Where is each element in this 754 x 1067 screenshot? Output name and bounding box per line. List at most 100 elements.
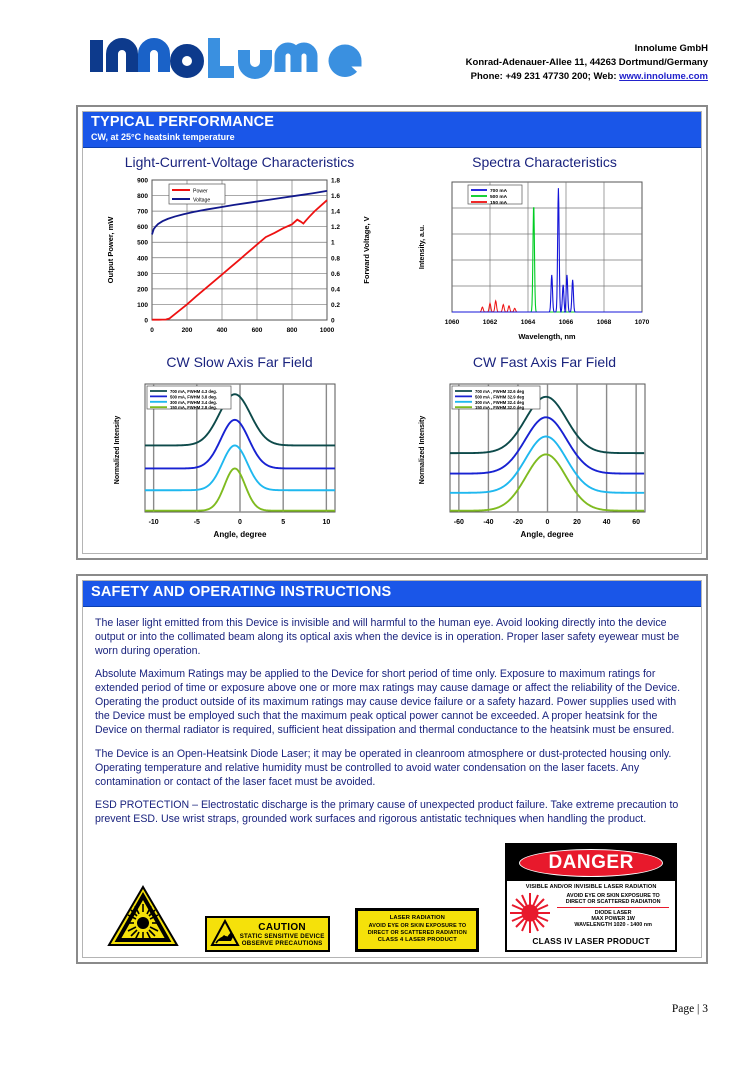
svg-text:-40: -40 [483, 519, 493, 526]
company-name: Innolume GmbH [634, 43, 708, 54]
safety-section-title: SAFETY AND OPERATING INSTRUCTIONS [91, 584, 392, 600]
fast-axis-plot: -60 -40 -20 0 20 40 60 700 mA , FWHM 32.6 deg5… [419, 383, 646, 539]
svg-text:800: 800 [287, 327, 298, 334]
laser-radiation-line3: DIRECT OR SCATTERED RADIATION [367, 930, 467, 937]
svg-text:-20: -20 [513, 519, 523, 526]
danger-line5: MAX POWER 1W [591, 915, 635, 922]
svg-text:150 mA: 150 mA [490, 200, 508, 206]
svg-text:1064: 1064 [521, 319, 536, 326]
svg-text:0: 0 [546, 519, 550, 526]
danger-line7: CLASS IV LASER PRODUCT [532, 935, 650, 946]
spectra-ylabel: Intensity, a.u. [419, 225, 426, 269]
chart-title-spectra: Spectra Characteristics [472, 153, 617, 170]
website-link[interactable]: www.innolume.com [619, 70, 708, 82]
performance-section-subtitle: CW, at 25°C heatsink temperature [91, 131, 235, 142]
laser-hazard-triangle-icon [107, 885, 179, 952]
fast-axis-ylabel: Normalized Intensity [419, 415, 426, 484]
laser-radiation-label: LASER RADIATION AVOID EYE OR SKIN EXPOSU… [355, 908, 480, 953]
svg-text:300 mA, FWHM 3.4 deg.: 300 mA, FWHM 3.4 deg. [170, 400, 217, 405]
svg-text:100: 100 [137, 302, 148, 309]
chart-title-slow-axis: CW Slow Axis Far Field [166, 353, 313, 370]
svg-text:700: 700 [137, 208, 148, 215]
page-header: Innolume GmbH Konrad-Adenauer-Allee 11, … [0, 0, 754, 87]
svg-text:Power: Power [193, 188, 208, 194]
esd-caution-label: CAUTION STATIC SENSITIVE DEVICE OBSERVE … [204, 916, 330, 953]
svg-text:60: 60 [632, 519, 640, 526]
svg-text:500 mA, FWHM 3.8 deg.: 500 mA, FWHM 3.8 deg. [170, 394, 217, 399]
phone-text: Phone: +49 231 47730 200; Web: [470, 70, 620, 82]
liv-ylabel: Output Power, mW [106, 216, 115, 284]
chart-spectra: Spectra Characteristics 1060 1062 1064 1066… [392, 154, 697, 354]
spectra-xlabel: Wavelength, nm [518, 332, 576, 341]
danger-label: DANGER VISIBLE AND/OR INVISIBLE LASER RA… [505, 842, 678, 953]
liv-plot: 0 100 200 300 400 500 600 700 800 900 0 0.2 0.4 0.6 0… [106, 177, 371, 334]
svg-text:0.8: 0.8 [331, 255, 340, 262]
svg-text:0: 0 [331, 317, 335, 324]
esd-line3: OBSERVE PRECAUTIONS [241, 939, 323, 947]
performance-section-title: TYPICAL PERFORMANCE [91, 114, 275, 130]
svg-text:500 mA , FWHM 32.9 deg: 500 mA , FWHM 32.9 deg [475, 394, 525, 399]
svg-text:150 mA , FWHM 32.0 deg: 150 mA , FWHM 32.0 deg [475, 405, 525, 410]
chart-fast-axis-far-field: CW Fast Axis Far Field -60 -40 -20 0 20 40 60 … [392, 354, 697, 554]
innolume-logo [88, 30, 378, 87]
safety-paragraph-2: Absolute Maximum Ratings may be applied … [95, 668, 681, 695]
svg-text:1068: 1068 [597, 319, 612, 326]
chart-light-current-voltage: Light-Current-Voltage Characteristics 0 1… [87, 154, 392, 354]
danger-line2: AVOID EYE OR SKIN EXPOSURE TO [566, 892, 660, 899]
svg-text:150 mA, FWHM 2.8 deg.: 150 mA, FWHM 2.8 deg. [170, 405, 217, 410]
svg-text:700 mA, FWHM 4.3 deg.: 700 mA, FWHM 4.3 deg. [170, 389, 217, 394]
laser-radiation-line4: CLASS 4 LASER PRODUCT [377, 937, 457, 944]
svg-text:400: 400 [217, 327, 228, 334]
danger-line3: DIRECT OR SCATTERED RADIATION [565, 898, 661, 905]
slow-axis-xlabel: Angle, degree [214, 530, 267, 539]
svg-text:700 mA , FWHM 32.6 deg: 700 mA , FWHM 32.6 deg [475, 389, 525, 394]
svg-text:1070: 1070 [635, 319, 650, 326]
company-phone-web: Phone: +49 231 47730 200; Web: www.innol… [466, 70, 708, 84]
svg-text:700 mA: 700 mA [490, 188, 508, 194]
svg-text:400: 400 [137, 255, 148, 262]
safety-instructions-text: The laser light emitted from this Device… [83, 607, 701, 826]
safety-paragraph-4: The Device is an Open-Heatsink Diode Las… [95, 747, 672, 788]
svg-text:1.4: 1.4 [331, 208, 340, 215]
svg-text:0: 0 [144, 317, 148, 324]
svg-text:-5: -5 [194, 519, 200, 526]
chart-title-liv: Light-Current-Voltage Characteristics [124, 153, 355, 170]
svg-text:200: 200 [182, 327, 193, 334]
esd-caption: CAUTION [258, 921, 306, 933]
danger-divider [557, 906, 670, 908]
svg-text:200: 200 [137, 286, 148, 293]
svg-text:40: 40 [603, 519, 611, 526]
svg-text:300 mA , FWHM 32.4 deg: 300 mA , FWHM 32.4 deg [475, 400, 525, 405]
svg-text:-60: -60 [454, 519, 464, 526]
danger-line1: VISIBLE AND/OR INVISIBLE LASER RADIATION [525, 883, 657, 890]
warning-labels-row: CAUTION STATIC SENSITIVE DEVICE OBSERVE … [83, 835, 701, 953]
svg-text:0.6: 0.6 [331, 271, 340, 278]
liv-y2label: Forward Voltage, V [362, 216, 371, 283]
svg-text:1066: 1066 [559, 319, 574, 326]
chart-slow-axis-far-field: CW Slow Axis Far Field -10 -5 0 5 10 700 mA,… [87, 354, 392, 554]
svg-text:900: 900 [137, 177, 148, 184]
page-footer: Page | 3 [671, 1003, 708, 1015]
svg-text:600: 600 [252, 327, 263, 334]
esd-hand-icon [209, 919, 240, 947]
safety-paragraph-3: Operating the product outside of its max… [95, 696, 677, 737]
svg-text:20: 20 [573, 519, 581, 526]
svg-text:-10: -10 [149, 519, 159, 526]
company-contact-block: Innolume GmbH Konrad-Adenauer-Allee 11, … [466, 30, 708, 83]
svg-text:0: 0 [150, 327, 154, 334]
danger-line4: DIODE LASER [594, 909, 632, 916]
svg-text:1000: 1000 [320, 327, 335, 334]
charts-grid: Light-Current-Voltage Characteristics 0 1… [83, 148, 701, 560]
safety-panel: SAFETY AND OPERATING INSTRUCTIONS The la… [76, 574, 708, 964]
svg-text:0: 0 [238, 519, 242, 526]
safety-paragraph-1: The laser light emitted from this Device… [95, 616, 680, 658]
svg-text:1062: 1062 [483, 319, 498, 326]
svg-text:500: 500 [137, 240, 148, 247]
svg-text:500 mA: 500 mA [490, 194, 508, 200]
svg-text:0.2: 0.2 [331, 302, 340, 309]
svg-text:300: 300 [137, 271, 148, 278]
slow-axis-ylabel: Normalized Intensity [114, 415, 121, 484]
slow-axis-plot: -10 -5 0 5 10 700 mA, FWHM 4.3 deg.500 mA, F… [114, 383, 336, 539]
esd-line2: STATIC SENSITIVE DEVICE [239, 932, 325, 940]
